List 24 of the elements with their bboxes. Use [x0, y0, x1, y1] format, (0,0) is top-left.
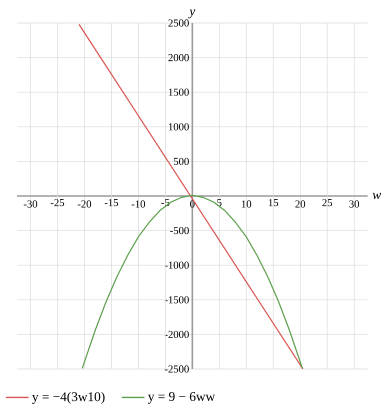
x-tick-label: -10	[132, 200, 146, 208]
y-tick-label: 500	[174, 158, 189, 165]
x-axis-title: w	[372, 192, 382, 200]
x-tick-label: 25	[322, 199, 332, 206]
x-tick-label: -20	[78, 200, 92, 208]
y-tick-label: -2500	[164, 365, 189, 373]
x-tick-label: -25	[50, 199, 64, 206]
legend-label: y = −4(3w10)	[32, 392, 105, 404]
y-tick-label: -2000	[164, 330, 189, 338]
y-tick-label: 2500	[168, 19, 189, 27]
x-tick-label: -30	[24, 200, 38, 208]
x-tick-label: 20	[295, 200, 306, 208]
x-tick-label: -15	[104, 199, 118, 206]
y-axis-title: y	[188, 9, 196, 18]
y-tick-label: -1500	[164, 296, 189, 304]
y-tick-label: -1000	[164, 262, 189, 269]
x-tick-label: 30	[349, 200, 360, 208]
x-tick-label: 10	[242, 200, 252, 208]
x-tick-label: 15	[268, 199, 278, 206]
y-tick-label: 1500	[168, 88, 189, 96]
y-tick-label: 2000	[168, 54, 189, 62]
y-tick-label: -500	[170, 227, 189, 234]
legend-label: y = 9 − 6ww	[148, 392, 216, 404]
y-tick-label: 1000	[168, 123, 189, 130]
